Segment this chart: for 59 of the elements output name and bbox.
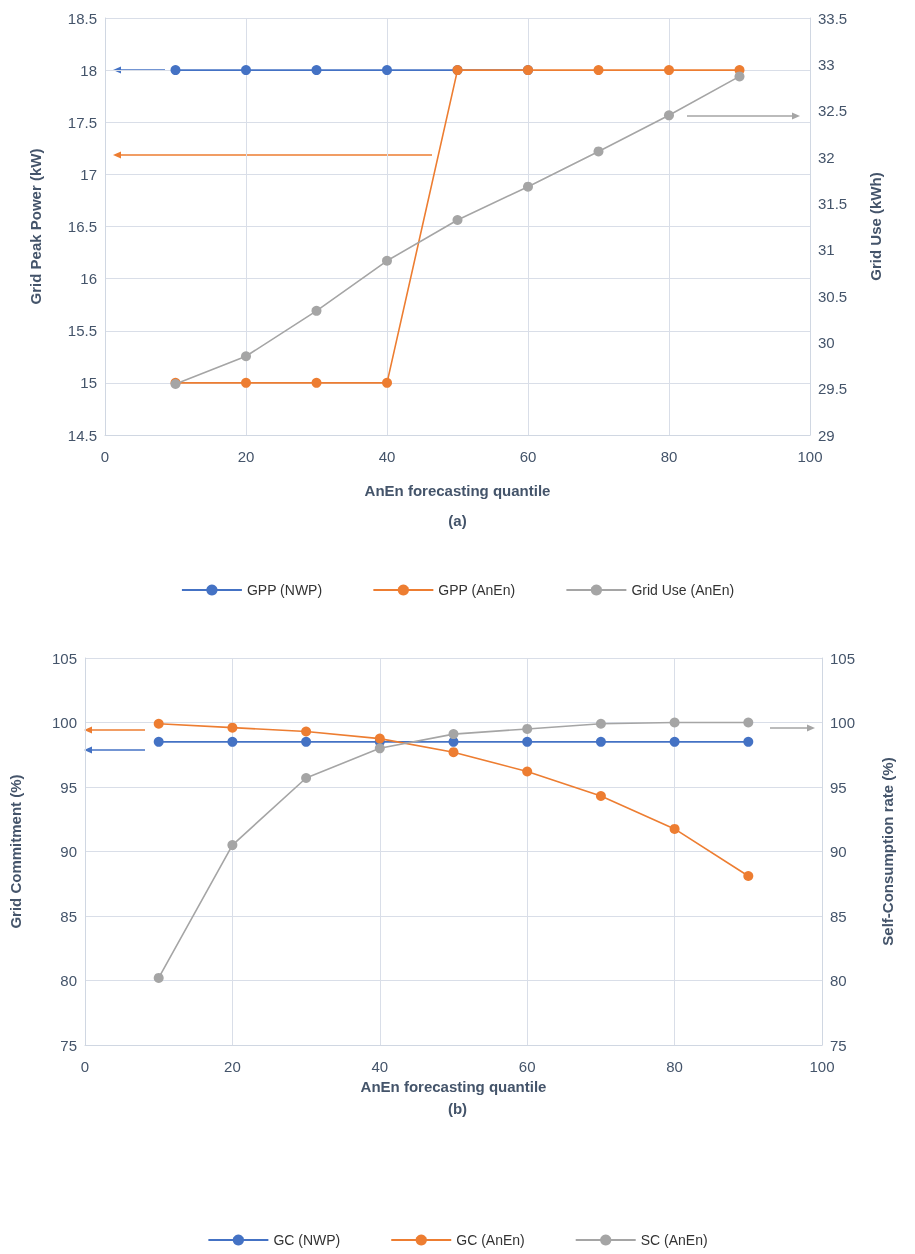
y-tick-label: 100: [51, 714, 77, 731]
x-tick-label: 60: [519, 448, 537, 465]
text: (b): [447, 1100, 468, 1117]
y2-tick-label: 32: [818, 148, 835, 166]
x-tick-label: 80: [660, 448, 678, 465]
y2-tick-label: 31.5: [818, 194, 848, 212]
y-tick-label: 15.5: [67, 322, 97, 340]
y-tick-label: 105: [51, 649, 77, 667]
y2-tick-label: 90: [830, 843, 847, 860]
y-tick-label: 80: [60, 972, 77, 989]
legend-label: GPP (NWP): [246, 582, 323, 598]
x-tick-label: 0: [100, 448, 110, 465]
y2-tick-label: 33: [818, 55, 835, 73]
y-tick-label: 16.5: [67, 218, 97, 235]
x-tick-label: 20: [224, 1058, 241, 1075]
y-tick-label: 90: [60, 843, 77, 860]
y2-axis-title: Grid Use (kWh): [867, 172, 884, 281]
legend-label: SC (AnEn): [640, 1232, 708, 1248]
y-tick-label: 18.5: [67, 9, 97, 27]
y2-tick-label: 80: [830, 972, 847, 989]
y2-tick-label: 29.5: [818, 380, 848, 398]
y2-tick-label: 33.5: [818, 9, 848, 27]
x-axis-title: AnEn forecasting quantile: [364, 482, 551, 499]
y-tick-label: 14.5: [67, 426, 97, 444]
legend-label: GC (AnEn): [456, 1232, 525, 1248]
y2-tick-label: 95: [830, 778, 847, 796]
y-tick-label: 85: [60, 907, 77, 925]
y2-tick-label: 30: [818, 333, 835, 351]
y-tick-label: 95: [60, 778, 77, 796]
x-tick-label: 0: [80, 1058, 90, 1075]
y-tick-label: 17.5: [67, 113, 97, 131]
y2-tick-label: 105: [830, 649, 856, 667]
x-axis-title: AnEn forecasting quantile: [360, 1077, 547, 1095]
y-tick-label: 75: [60, 1036, 77, 1054]
x-tick-label: 40: [371, 1058, 389, 1075]
y2-tick-label: 100: [830, 714, 856, 731]
y-axis-title: Grid Peak Power (kW): [27, 148, 44, 305]
y2-tick-label: 75: [830, 1036, 847, 1054]
y2-axis-title: Self-Consumption rate (%): [879, 757, 896, 946]
x-tick-label: 80: [666, 1058, 683, 1075]
y2-tick-label: 29: [818, 426, 835, 444]
x-tick-label: 40: [378, 448, 396, 465]
y-tick-label: 18: [80, 61, 97, 79]
y2-tick-label: 85: [830, 907, 847, 925]
y2-tick-label: 31: [818, 241, 835, 259]
legend-label: GC (NWP): [273, 1232, 341, 1248]
y-tick-label: 17: [80, 165, 97, 183]
legend-label: Grid Use (AnEn): [631, 582, 735, 598]
y2-tick-label: 30.5: [818, 287, 848, 305]
y-tick-label: 15: [80, 374, 97, 392]
y-axis-title: Grid Commitment (%): [7, 774, 24, 929]
text: (a): [448, 512, 467, 529]
y2-tick-label: 32.5: [818, 102, 848, 120]
y-tick-label: 16: [80, 270, 97, 288]
x-tick-label: 100: [797, 448, 823, 465]
x-tick-label: 60: [518, 1058, 536, 1075]
x-tick-label: 100: [809, 1058, 835, 1075]
x-tick-label: 20: [237, 448, 255, 465]
legend-label: GPP (AnEn): [438, 582, 516, 598]
